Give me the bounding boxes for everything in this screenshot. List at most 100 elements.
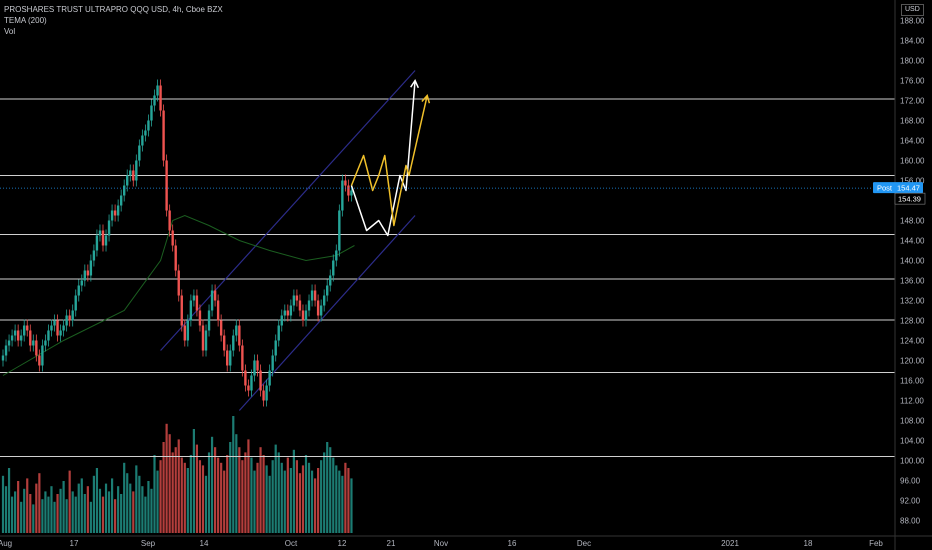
candle-body (156, 85, 159, 96)
candle-body (171, 230, 174, 246)
candle-body (180, 295, 183, 326)
candle-body (71, 310, 74, 321)
volume-bar (132, 491, 135, 533)
volume-bar (292, 449, 295, 533)
candle-body (68, 315, 71, 321)
candle (280, 309, 283, 332)
candle-body (141, 135, 144, 146)
candle (319, 299, 323, 322)
candle (238, 319, 241, 352)
volume-bar (141, 486, 144, 533)
y-tick-label: 96.00 (900, 477, 921, 486)
candle-body (259, 370, 262, 391)
y-tick-label: 172.00 (900, 97, 925, 106)
volume-bar (238, 447, 241, 533)
candle (29, 324, 32, 352)
volume-bar (107, 491, 111, 533)
candle (86, 264, 90, 282)
candle-body (304, 310, 308, 321)
candle (171, 224, 174, 252)
candle (222, 329, 226, 357)
candle (62, 319, 65, 337)
y-tick-label: 144.00 (900, 237, 925, 246)
candle-body (268, 370, 271, 386)
candle-body (59, 330, 62, 336)
candle (332, 254, 335, 282)
y-tick-label: 132.00 (900, 297, 925, 306)
candle (229, 344, 232, 372)
candle-body (192, 295, 196, 301)
volume-bar (117, 486, 120, 533)
volume-bar (341, 475, 344, 533)
candle-body (244, 370, 247, 386)
candle (1, 349, 5, 367)
candle (310, 284, 314, 307)
volume-bar (241, 460, 244, 533)
candle-body (101, 230, 105, 246)
volume-bar (98, 488, 102, 533)
x-tick-label: 21 (387, 539, 396, 548)
candle (256, 354, 259, 377)
volume-bar (7, 468, 11, 533)
candle-body (89, 260, 93, 276)
volume-bar (153, 455, 156, 533)
channel-lower-line (238, 215, 416, 411)
candle (277, 319, 280, 347)
candle (226, 344, 229, 372)
candle-body (186, 320, 190, 341)
candle (141, 129, 144, 152)
y-tick-label: 160.00 (900, 157, 925, 166)
volume-bar (65, 499, 68, 533)
volume-bar (195, 444, 199, 533)
candle (259, 364, 262, 397)
candle (92, 244, 96, 267)
candle (41, 339, 44, 372)
candle (38, 349, 41, 372)
volume-bar (104, 483, 108, 533)
candle (216, 294, 220, 327)
candle-body (144, 130, 147, 136)
channel-upper-line (160, 70, 416, 351)
chart-legend: PROSHARES TRUST ULTRAPRO QQQ USD, 4h, Cb… (4, 4, 223, 37)
projection-yellow-arrow (350, 95, 428, 227)
candle-body (280, 315, 283, 326)
candle-body (119, 195, 123, 206)
volume-bar (235, 434, 238, 533)
y-tick-label: 180.00 (900, 57, 925, 66)
candle-body (16, 330, 20, 341)
x-tick-label: Sep (141, 539, 156, 548)
candle (301, 304, 305, 327)
candle-body (147, 120, 150, 131)
candle-body (344, 180, 347, 186)
candle-body (129, 170, 132, 176)
candle-body (174, 245, 177, 271)
candle-body (229, 350, 232, 366)
candle (156, 79, 159, 102)
tema-indicator-label: TEMA (200) (4, 16, 47, 25)
candle (198, 304, 202, 332)
candle (44, 334, 47, 352)
volume-bar (298, 473, 302, 533)
candle (232, 329, 235, 357)
candle-body (332, 260, 335, 276)
candle (210, 284, 214, 317)
candle (283, 304, 286, 322)
volume-bar (338, 470, 341, 533)
currency-badge[interactable]: USD (901, 4, 924, 16)
y-tick-label: 136.00 (900, 277, 925, 286)
candle-body (347, 185, 350, 196)
candle (344, 174, 347, 192)
candle-body (41, 345, 44, 366)
y-tick-label: 184.00 (900, 37, 925, 46)
volume-bar (189, 455, 192, 533)
volume-bar (347, 468, 350, 533)
volume-bar (320, 460, 323, 533)
candle-body (350, 190, 353, 196)
x-tick-label: Feb (869, 539, 883, 548)
candle (253, 354, 256, 382)
candle-body (150, 105, 153, 121)
y-tick-label: 124.00 (900, 337, 925, 346)
candle (274, 334, 277, 362)
candle (271, 349, 274, 377)
